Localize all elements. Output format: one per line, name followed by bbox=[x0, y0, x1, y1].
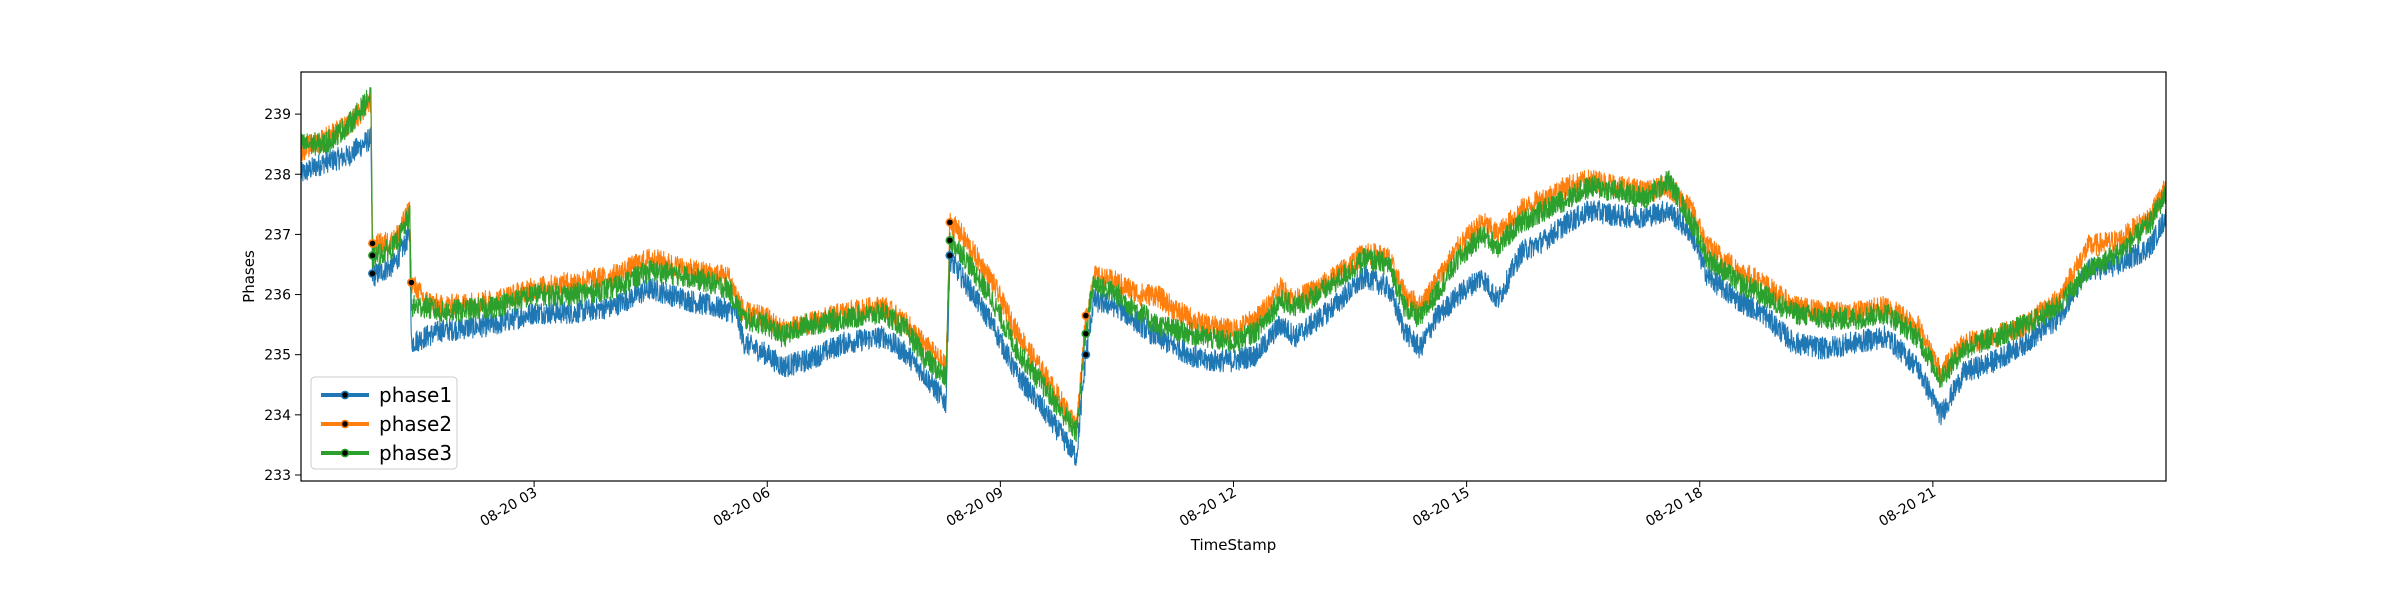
marker-point-phase2 bbox=[945, 217, 955, 227]
series-line-phase1 bbox=[301, 126, 2166, 467]
y-tick-label: 233 bbox=[264, 468, 291, 484]
marker-point-phase3 bbox=[1081, 329, 1091, 339]
marker-point-phase1 bbox=[945, 251, 955, 260]
series-line-phase2 bbox=[301, 93, 2166, 438]
y-tick-label: 234 bbox=[264, 408, 291, 424]
marker-point-phase2 bbox=[1081, 311, 1091, 320]
legend-label-phase2: phase2 bbox=[379, 412, 452, 436]
legend: phase1 phase2 phase3 bbox=[310, 376, 458, 470]
marker-point-phase1 bbox=[1081, 350, 1091, 360]
y-tick-label: 238 bbox=[264, 167, 291, 183]
marker-layer bbox=[368, 217, 1091, 360]
marker-point-phase1 bbox=[368, 269, 377, 278]
legend-marker-phase3 bbox=[340, 448, 350, 458]
y-axis: 233 234 235 236 237 238 239 bbox=[264, 107, 301, 484]
x-axis-label: TimeStamp bbox=[1190, 536, 1276, 554]
axes-background bbox=[301, 72, 2166, 481]
legend-label-phase3: phase3 bbox=[379, 441, 452, 465]
marker-point-phase2 bbox=[368, 239, 377, 248]
y-tick-label: 236 bbox=[264, 288, 291, 304]
legend-label-phase1: phase1 bbox=[379, 383, 452, 407]
legend-marker-phase2 bbox=[340, 419, 350, 429]
legend-box bbox=[310, 376, 458, 470]
series-layer bbox=[301, 86, 2166, 467]
y-tick-label: 239 bbox=[264, 107, 291, 123]
plot-area bbox=[300, 71, 2167, 482]
y-axis-label: Phases bbox=[240, 250, 258, 303]
y-tick-label: 237 bbox=[264, 227, 291, 243]
legend-marker-phase1 bbox=[340, 390, 350, 400]
marker-point-phase2 bbox=[406, 278, 416, 287]
series-line-phase3 bbox=[301, 86, 2166, 442]
marker-point-phase3 bbox=[945, 236, 955, 245]
y-tick-label: 235 bbox=[264, 348, 291, 364]
marker-point-phase3 bbox=[368, 251, 377, 260]
